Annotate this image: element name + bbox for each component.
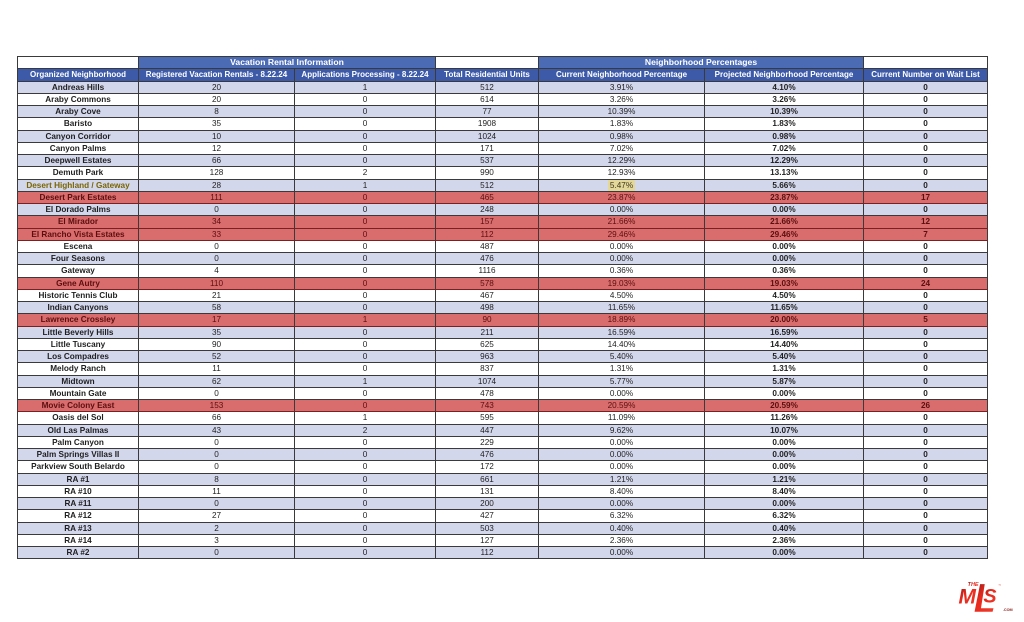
svg-text:.COM: .COM <box>1003 608 1013 612</box>
svg-text:S: S <box>983 586 996 608</box>
svg-text:M: M <box>959 585 977 608</box>
svg-text:™: ™ <box>998 583 1001 587</box>
